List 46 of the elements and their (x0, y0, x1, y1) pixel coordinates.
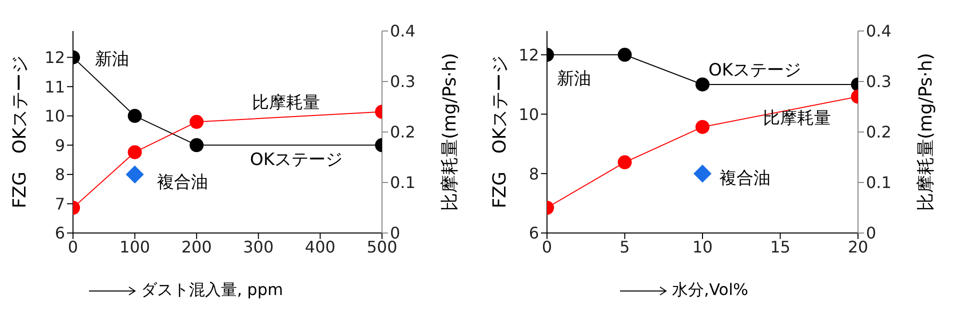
x-tick-label: 15 (770, 237, 790, 256)
y-tick-label: 8 (54, 165, 65, 184)
y2-tick-label: 0.3 (390, 72, 416, 92)
x-tick-label: 10 (692, 237, 713, 256)
x-tick-label: 0 (542, 237, 552, 256)
annotation: 新油 (95, 49, 129, 70)
y2-tick-label: 0 (866, 224, 876, 243)
y2-axis-title: 比摩耗量(mg/Ps·h) (916, 52, 936, 212)
series-label: 比摩耗量 (763, 108, 831, 129)
y-tick-label: 7 (54, 194, 65, 214)
x-axis-title: 水分,Vol% (672, 280, 748, 301)
y-tick-label: 11 (44, 77, 65, 96)
y-tick-label: 10 (44, 106, 65, 126)
y-tick-label: 8 (528, 164, 539, 184)
x-axis-title: ダスト混入量, ppm (141, 280, 284, 301)
y2-tick-label: 0.4 (866, 22, 892, 41)
y2-tick-label: 0.4 (390, 22, 416, 41)
x-tick-label: 20 (848, 237, 868, 256)
x-tick-label: 0 (68, 237, 78, 256)
point (126, 165, 144, 184)
series-label: 複合油 (156, 172, 208, 192)
series-label: 複合油 (720, 168, 770, 189)
y-axis-title: FZG OKステージ (490, 56, 510, 208)
y2-tick-label: 0.1 (390, 173, 416, 192)
series-label: OKステージ (250, 150, 343, 170)
y-tick-label: 12 (518, 45, 539, 64)
y-tick-label: 10 (518, 104, 539, 124)
series-label: OKステージ (708, 60, 802, 80)
y2-tick-label: 0.2 (866, 122, 892, 142)
y2-tick-label: 0.1 (866, 173, 892, 192)
x-tick-label: 100 (120, 237, 150, 256)
y-tick-label: 12 (44, 48, 65, 68)
point (694, 164, 712, 183)
y-tick-label: 6 (528, 224, 539, 243)
y2-tick-label: 0.2 (390, 122, 416, 142)
x-tick-label: 300 (243, 237, 274, 256)
y2-tick-label: 0.3 (866, 72, 892, 92)
x-tick-label: 5 (620, 237, 630, 256)
y-axis-title: FZG OKステージ (10, 56, 30, 208)
x-tick-label: 400 (304, 237, 336, 256)
y-tick-label: 9 (54, 136, 65, 155)
series-label: 比摩耗量 (252, 92, 320, 113)
y-tick-label: 6 (54, 224, 65, 243)
y2-axis-title: 比摩耗量(mg/Ps·h) (440, 52, 460, 212)
annotation: 新油 (557, 68, 591, 89)
x-tick-label: 200 (181, 237, 212, 256)
